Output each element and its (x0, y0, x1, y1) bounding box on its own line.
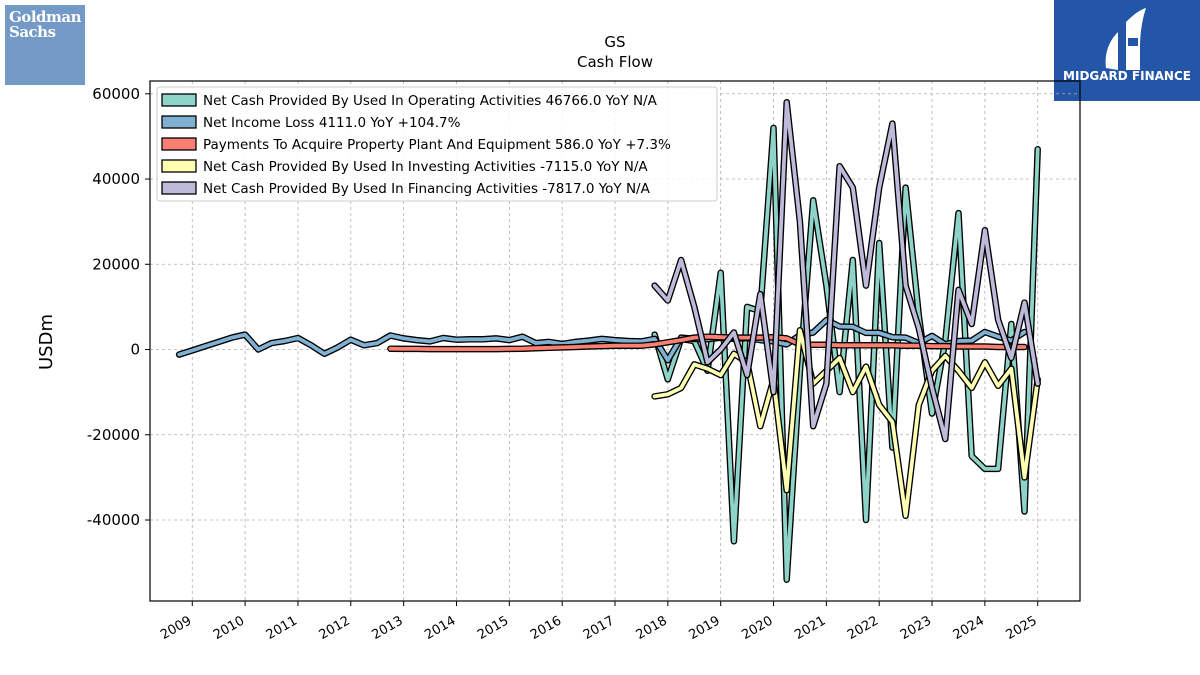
y-tick-label: -20000 (87, 426, 140, 444)
chart-title: GS (604, 33, 625, 51)
x-tick-label: 2012 (317, 613, 353, 643)
x-tick-label: 2019 (687, 613, 723, 643)
legend-swatch-4 (161, 181, 197, 195)
y-tick-label: 60000 (92, 85, 140, 103)
series-line-2 (388, 334, 1027, 351)
legend: Net Cash Provided By Used In Operating A… (156, 86, 718, 202)
x-tick-label: 2013 (369, 613, 405, 643)
chart-subtitle: Cash Flow (577, 53, 653, 71)
legend-label-1: Net Income Loss 4111.0 YoY +104.7% (203, 115, 461, 131)
series-line-1 (177, 318, 1027, 363)
y-tick-label: 40000 (92, 170, 140, 188)
legend-swatch-0 (161, 93, 197, 107)
x-tick-label: 2022 (845, 613, 881, 643)
x-axis: 2009 2010 2011 2012 2013 2014 2015 2016 2017 2018… (158, 601, 1040, 643)
legend-label-2: Payments To Acquire Property Plant And E… (203, 137, 671, 153)
legend-label-3: Net Cash Provided By Used In Investing A… (203, 159, 648, 175)
series-line-3 (652, 328, 1040, 518)
x-tick-label: 2020 (739, 613, 775, 643)
x-tick-label: 2016 (528, 613, 564, 643)
x-tick-label: 2010 (211, 613, 247, 643)
logo-line-2: Sachs (9, 23, 56, 41)
legend-swatch-2 (161, 137, 197, 151)
x-tick-label: 2021 (792, 613, 828, 643)
y-tick-label: 20000 (92, 255, 140, 273)
x-tick-label: 2009 (158, 613, 194, 643)
legend-swatch-1 (161, 115, 197, 129)
legend-label-0: Net Cash Provided By Used In Operating A… (203, 93, 658, 109)
midgard-finance-logo: MIDGARD FINANCE (1054, 0, 1200, 101)
x-tick-label: 2023 (898, 613, 934, 643)
x-tick-label: 2025 (1004, 613, 1040, 643)
x-tick-label: 2017 (581, 613, 617, 643)
x-tick-label: 2018 (634, 613, 670, 643)
legend-label-4: Net Cash Provided By Used In Financing A… (203, 181, 651, 197)
y-tick-label: 0 (130, 341, 140, 359)
x-tick-label: 2014 (422, 613, 458, 643)
y-axis-label: USDm (36, 314, 57, 370)
logo-line-1: Goldman (9, 8, 82, 26)
series-line-4 (652, 100, 1040, 441)
x-tick-label: 2024 (951, 613, 987, 643)
series-layer (175, 99, 1041, 583)
midgard-finance-text: MIDGARD FINANCE (1063, 69, 1191, 83)
y-axis: -40000 -20000 0 20000 40000 60000 (87, 85, 150, 529)
x-tick-label: 2011 (264, 613, 300, 643)
y-tick-label: -40000 (87, 511, 140, 529)
midgard-emblem-icon (1105, 8, 1146, 70)
goldman-sachs-logo: Goldman Sachs (5, 5, 85, 85)
legend-box (156, 86, 718, 202)
legend-swatch-3 (161, 159, 197, 173)
x-tick-label: 2015 (475, 613, 511, 643)
